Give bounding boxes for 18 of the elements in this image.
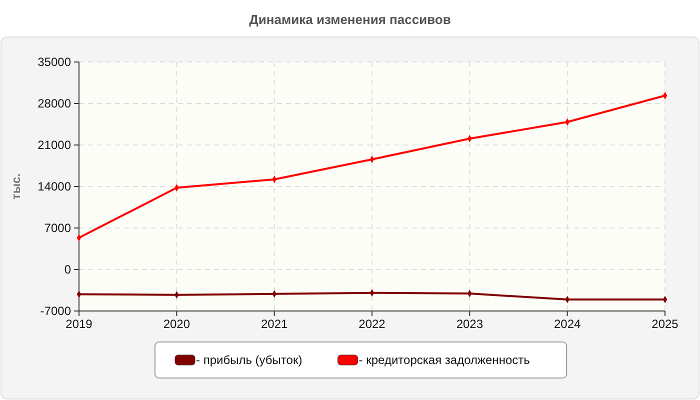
- legend-label: - прибыль (убыток): [196, 353, 302, 368]
- y-tick-label: 35000: [38, 55, 72, 70]
- x-tick-label: 2024: [554, 317, 582, 331]
- x-tick-label: 2025: [652, 317, 679, 331]
- x-tick-label: 2020: [163, 317, 190, 331]
- y-tick-label: 21000: [38, 138, 72, 152]
- y-tick-label: 28000: [38, 96, 72, 111]
- legend-label: - кредиторская задолженность: [358, 353, 530, 368]
- chart-title: Динамика изменения пассивов: [249, 12, 451, 27]
- y-tick-label: -7000: [40, 304, 72, 318]
- x-tick-label: 2023: [456, 317, 484, 331]
- x-tick-label: 2019: [66, 317, 93, 331]
- y-tick-label: 14000: [38, 180, 72, 194]
- y-tick-label: 7000: [44, 221, 72, 236]
- x-tick-label: 2021: [260, 317, 288, 331]
- y-tick-label: 0: [64, 262, 72, 277]
- y-axis-title: тыс.: [9, 173, 23, 200]
- x-tick-label: 2022: [358, 317, 386, 331]
